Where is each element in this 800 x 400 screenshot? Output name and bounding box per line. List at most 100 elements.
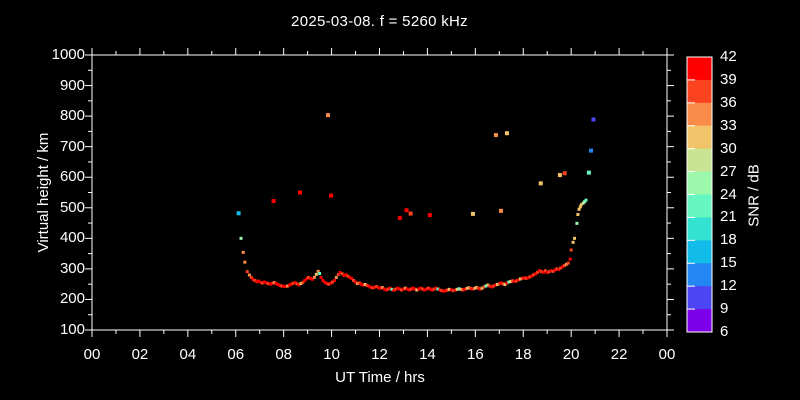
colorbar-tick-label: 6 (720, 323, 729, 340)
data-point (584, 198, 588, 202)
data-point (520, 276, 524, 280)
data-point (538, 269, 542, 273)
colorbar-tick-label: 42 (720, 48, 737, 65)
data-point (577, 207, 581, 211)
data-point (378, 286, 382, 290)
data-point (338, 271, 342, 275)
data-point (332, 279, 336, 282)
data-point (301, 280, 305, 284)
data-point (310, 277, 314, 281)
data-point (478, 287, 482, 291)
data-point (498, 208, 503, 213)
data-point (357, 281, 361, 285)
data-point (388, 286, 392, 290)
data-point (561, 265, 565, 269)
colorbar-tick-label: 21 (720, 208, 737, 226)
data-point (400, 288, 404, 292)
data-point (251, 277, 255, 281)
data-point (569, 248, 573, 252)
colorbar-segment (687, 79, 712, 104)
colorbar-tick-label: 18 (720, 231, 737, 249)
data-point (538, 181, 543, 186)
data-point (511, 279, 515, 283)
y-tick-label: 900 (59, 76, 85, 94)
data-point (515, 279, 519, 283)
data-point (407, 288, 411, 292)
data-point (447, 287, 451, 291)
data-point (579, 203, 583, 207)
data-point (295, 282, 299, 286)
data-point (325, 282, 329, 286)
data-point (430, 288, 434, 292)
data-point (396, 286, 400, 290)
y-tick-label: 700 (59, 137, 85, 155)
data-point (289, 282, 293, 286)
data-point (516, 278, 520, 282)
colorbar-tick-label: 24 (720, 185, 737, 203)
y-tick-label: 500 (59, 198, 85, 216)
data-point (442, 289, 446, 293)
data-point (417, 287, 421, 291)
data-point (432, 287, 436, 291)
data-point (469, 286, 473, 290)
y-tick-label: 600 (59, 168, 85, 186)
data-point (499, 281, 503, 285)
data-point (465, 286, 469, 290)
data-point (549, 269, 553, 273)
data-point (543, 269, 547, 273)
data-point (352, 279, 356, 282)
data-point (421, 287, 425, 291)
colorbar-tick-label: 39 (720, 70, 737, 88)
data-point (404, 208, 409, 213)
data-point (259, 280, 263, 284)
data-point (334, 275, 338, 279)
x-tick-label: 04 (179, 346, 197, 363)
data-point (284, 285, 288, 289)
data-point (276, 282, 280, 286)
colorbar-tick-label: 27 (720, 162, 737, 180)
data-point (576, 213, 580, 216)
data-point (282, 284, 286, 288)
data-point (249, 275, 253, 279)
x-axis-label: UT Time / hrs (335, 369, 425, 386)
colorbar-tick-label: 33 (720, 116, 737, 134)
data-point (557, 173, 562, 178)
data-point (247, 273, 251, 277)
data-point (329, 193, 334, 198)
data-point (243, 260, 247, 264)
data-point (271, 199, 276, 204)
data-point (348, 275, 352, 279)
data-point (382, 287, 386, 291)
colorbar-tick-label: 30 (720, 139, 737, 157)
data-point (427, 213, 432, 218)
x-tick-label: 06 (227, 346, 245, 363)
data-point (446, 288, 450, 292)
data-point (367, 284, 371, 288)
data-point (307, 275, 311, 279)
x-tick-label: 14 (419, 346, 436, 363)
data-point (553, 268, 557, 272)
data-point (482, 285, 486, 289)
data-point (344, 273, 348, 277)
data-point (424, 287, 428, 291)
data-point (426, 286, 430, 290)
data-point (392, 288, 396, 292)
data-point (449, 288, 453, 292)
data-point (530, 274, 534, 278)
data-point (486, 283, 490, 287)
data-point (455, 287, 459, 291)
data-point (568, 257, 572, 261)
data-point (476, 286, 480, 290)
data-point (375, 285, 379, 289)
data-point (350, 277, 354, 281)
data-point (346, 274, 350, 278)
data-point (467, 286, 471, 290)
data-point (236, 211, 241, 216)
x-tick-label: 00 (658, 346, 676, 363)
data-point (474, 286, 478, 290)
data-point (342, 274, 346, 278)
y-tick-label: 300 (59, 259, 85, 277)
data-point (472, 286, 476, 290)
data-point (497, 282, 501, 286)
data-point (545, 271, 549, 275)
